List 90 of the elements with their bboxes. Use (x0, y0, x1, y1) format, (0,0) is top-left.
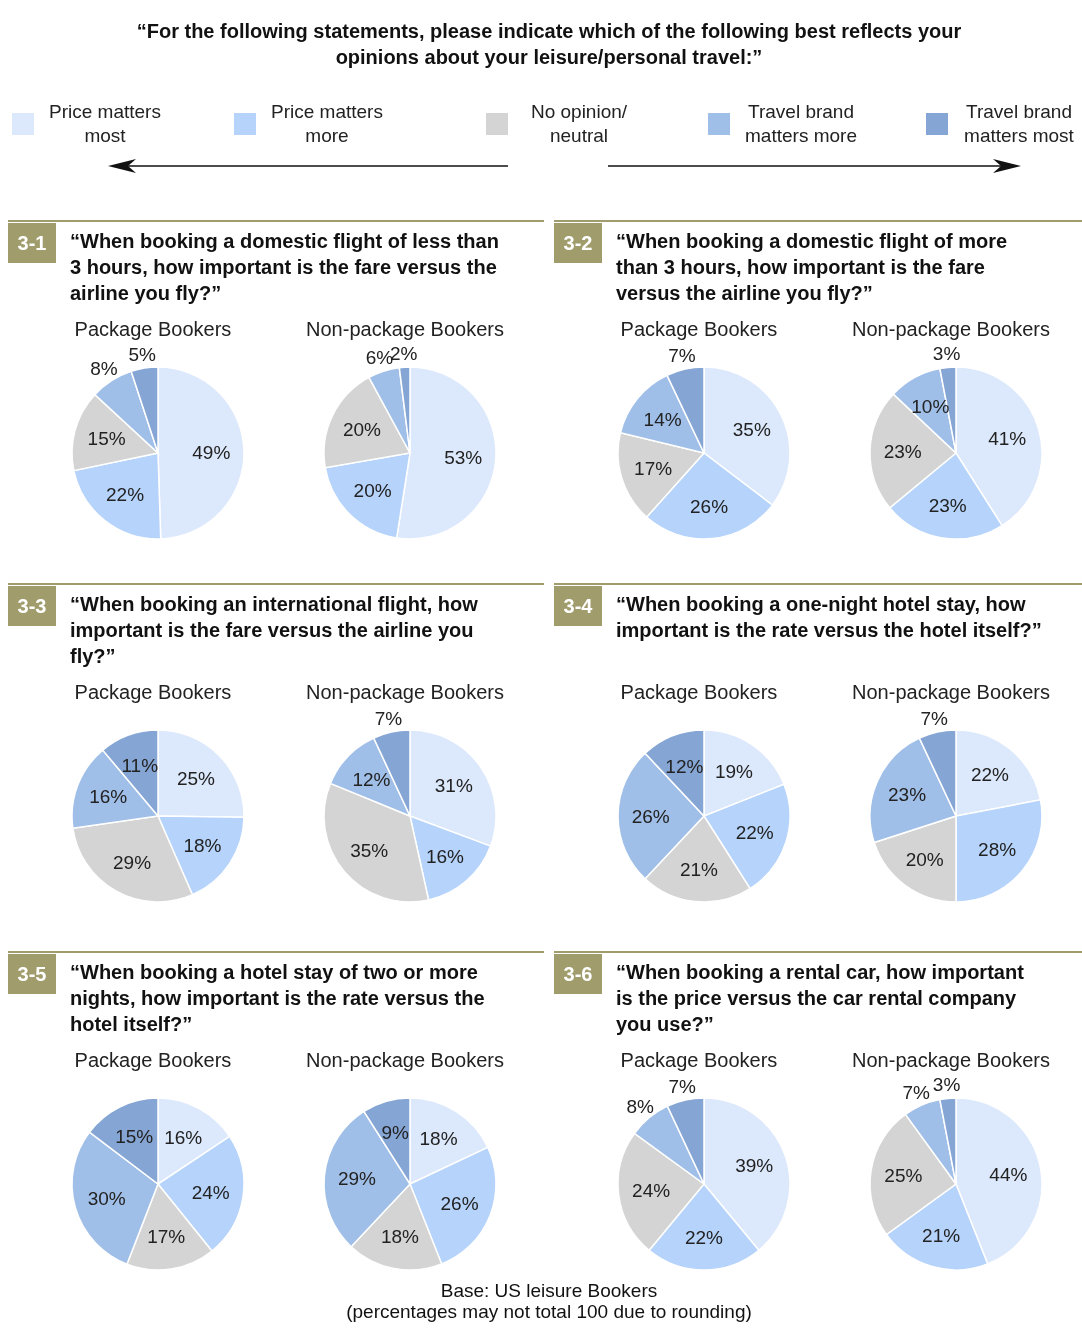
chart-title: Non-package Bookers (851, 318, 1051, 341)
data-label: 31% (434, 775, 473, 797)
data-label: 11% (121, 755, 159, 777)
text: 3-3 (8, 586, 56, 626)
data-label: 10% (911, 395, 950, 417)
data-label: 7% (374, 707, 403, 729)
data-label: 7% (668, 344, 696, 366)
data-label: 29% (337, 1168, 377, 1190)
chart-title: Package Bookers (619, 681, 779, 704)
data-label: 23% (883, 440, 922, 462)
legend-label: Price matters more (270, 100, 384, 148)
data-label: 16% (164, 1126, 203, 1148)
data-label: 26% (440, 1193, 479, 1215)
data-label: 17% (634, 458, 673, 480)
data-label: 15% (115, 1125, 154, 1147)
data-label: 26% (631, 805, 670, 827)
text: Base: US leisure Bookers (439, 1280, 659, 1301)
data-label: 35% (732, 418, 771, 440)
text: 3-1 (8, 223, 56, 263)
data-label: 21% (679, 858, 719, 880)
data-label: 44% (989, 1163, 1028, 1185)
data-label: 29% (113, 852, 152, 874)
data-label: 18% (183, 835, 222, 857)
data-label: 53% (444, 446, 483, 468)
text: Package Bookers (73, 318, 233, 341)
chart-title: Non-package Bookers (305, 1049, 505, 1072)
data-label: 7% (902, 1081, 931, 1103)
data-label: 12% (352, 768, 391, 790)
chart-title: Package Bookers (619, 1049, 779, 1072)
data-label: 14% (643, 408, 682, 430)
legend-label: Travel brand matters most (963, 100, 1075, 148)
data-label: 39% (735, 1155, 774, 1177)
data-label: 20% (353, 480, 392, 502)
text: “When booking a domestic flight of less than 3 hours, how important is the fare versus the airline you fly?” (70, 229, 500, 306)
text: 3-5 (8, 954, 56, 994)
chart-title: Non-package Bookers (305, 318, 505, 341)
text: 3-4 (554, 586, 602, 626)
data-label: 5% (128, 343, 157, 365)
text: 3-2 (554, 223, 602, 263)
data-label: 24% (632, 1180, 671, 1202)
data-label: 7% (920, 707, 949, 729)
chart-subtitle: “When booking a hotel stay of two or more nights, how important is the rate versus the hotel itself?” (70, 960, 486, 1037)
data-label: 8% (90, 358, 118, 380)
data-label: 8% (626, 1096, 655, 1118)
chart-title: Non-package Bookers (305, 681, 505, 704)
data-label: 41% (988, 427, 1027, 449)
chart-subtitle: “When booking a one-night hotel stay, how important is the rate versus the hotel itself?” (616, 592, 1043, 643)
data-label: 20% (905, 848, 944, 870)
data-label: 18% (380, 1225, 420, 1247)
chart-title: Non-package Bookers (851, 1049, 1051, 1072)
text: 3-6 (554, 954, 602, 994)
text: (percentages may not total 100 due to rounding) (345, 1301, 753, 1322)
data-label: 16% (89, 786, 128, 808)
data-label: 18% (419, 1128, 458, 1150)
text: “For the following statements, please indicate which of the following best reflects your opinions about your leisure/personal travel:” (135, 19, 963, 70)
legend-label: Price matters most (48, 100, 162, 148)
chart-title: Package Bookers (73, 1049, 233, 1072)
data-label: 35% (350, 839, 389, 861)
chart-title: Package Bookers (73, 681, 233, 704)
data-label: 30% (87, 1188, 126, 1210)
data-label: 22% (106, 484, 145, 506)
data-label: 22% (684, 1226, 724, 1248)
data-label: 17% (147, 1226, 186, 1248)
data-label: 25% (884, 1165, 923, 1187)
legend-label: No opinion/ neutral (529, 100, 629, 148)
data-label: 3% (932, 342, 961, 364)
data-label: 28% (978, 839, 1017, 861)
data-label: 12% (665, 755, 704, 777)
data-label: 26% (690, 495, 729, 517)
legend-label: Travel brand matters more (744, 100, 858, 148)
data-label: 49% (192, 441, 231, 463)
data-label: 7% (668, 1075, 697, 1097)
data-label: 22% (735, 821, 774, 843)
data-label: 25% (176, 768, 216, 790)
chart-subtitle: “When booking a rental car, how important is the price versus the car rental company you use?” (616, 960, 1025, 1037)
chart-title: Non-package Bookers (851, 681, 1051, 704)
data-label: 23% (888, 784, 927, 806)
chart-subtitle: “When booking an international flight, how important is the fare versus the airline you fly?” (70, 592, 479, 669)
data-label: 21% (922, 1224, 961, 1246)
data-label: 16% (425, 845, 465, 867)
data-label: 22% (970, 764, 1010, 786)
data-label: 9% (381, 1122, 409, 1144)
chart-title: Package Bookers (619, 318, 779, 341)
data-label: 19% (714, 761, 754, 783)
data-label: 15% (87, 428, 126, 450)
chart-subtitle: “When booking a domestic flight of more than 3 hours, how important is the fare versus the airline you fly?” (616, 229, 1009, 306)
data-label: 3% (932, 1073, 961, 1095)
data-label: 20% (343, 419, 382, 441)
data-label: 23% (928, 495, 967, 517)
data-label: 24% (191, 1181, 230, 1203)
